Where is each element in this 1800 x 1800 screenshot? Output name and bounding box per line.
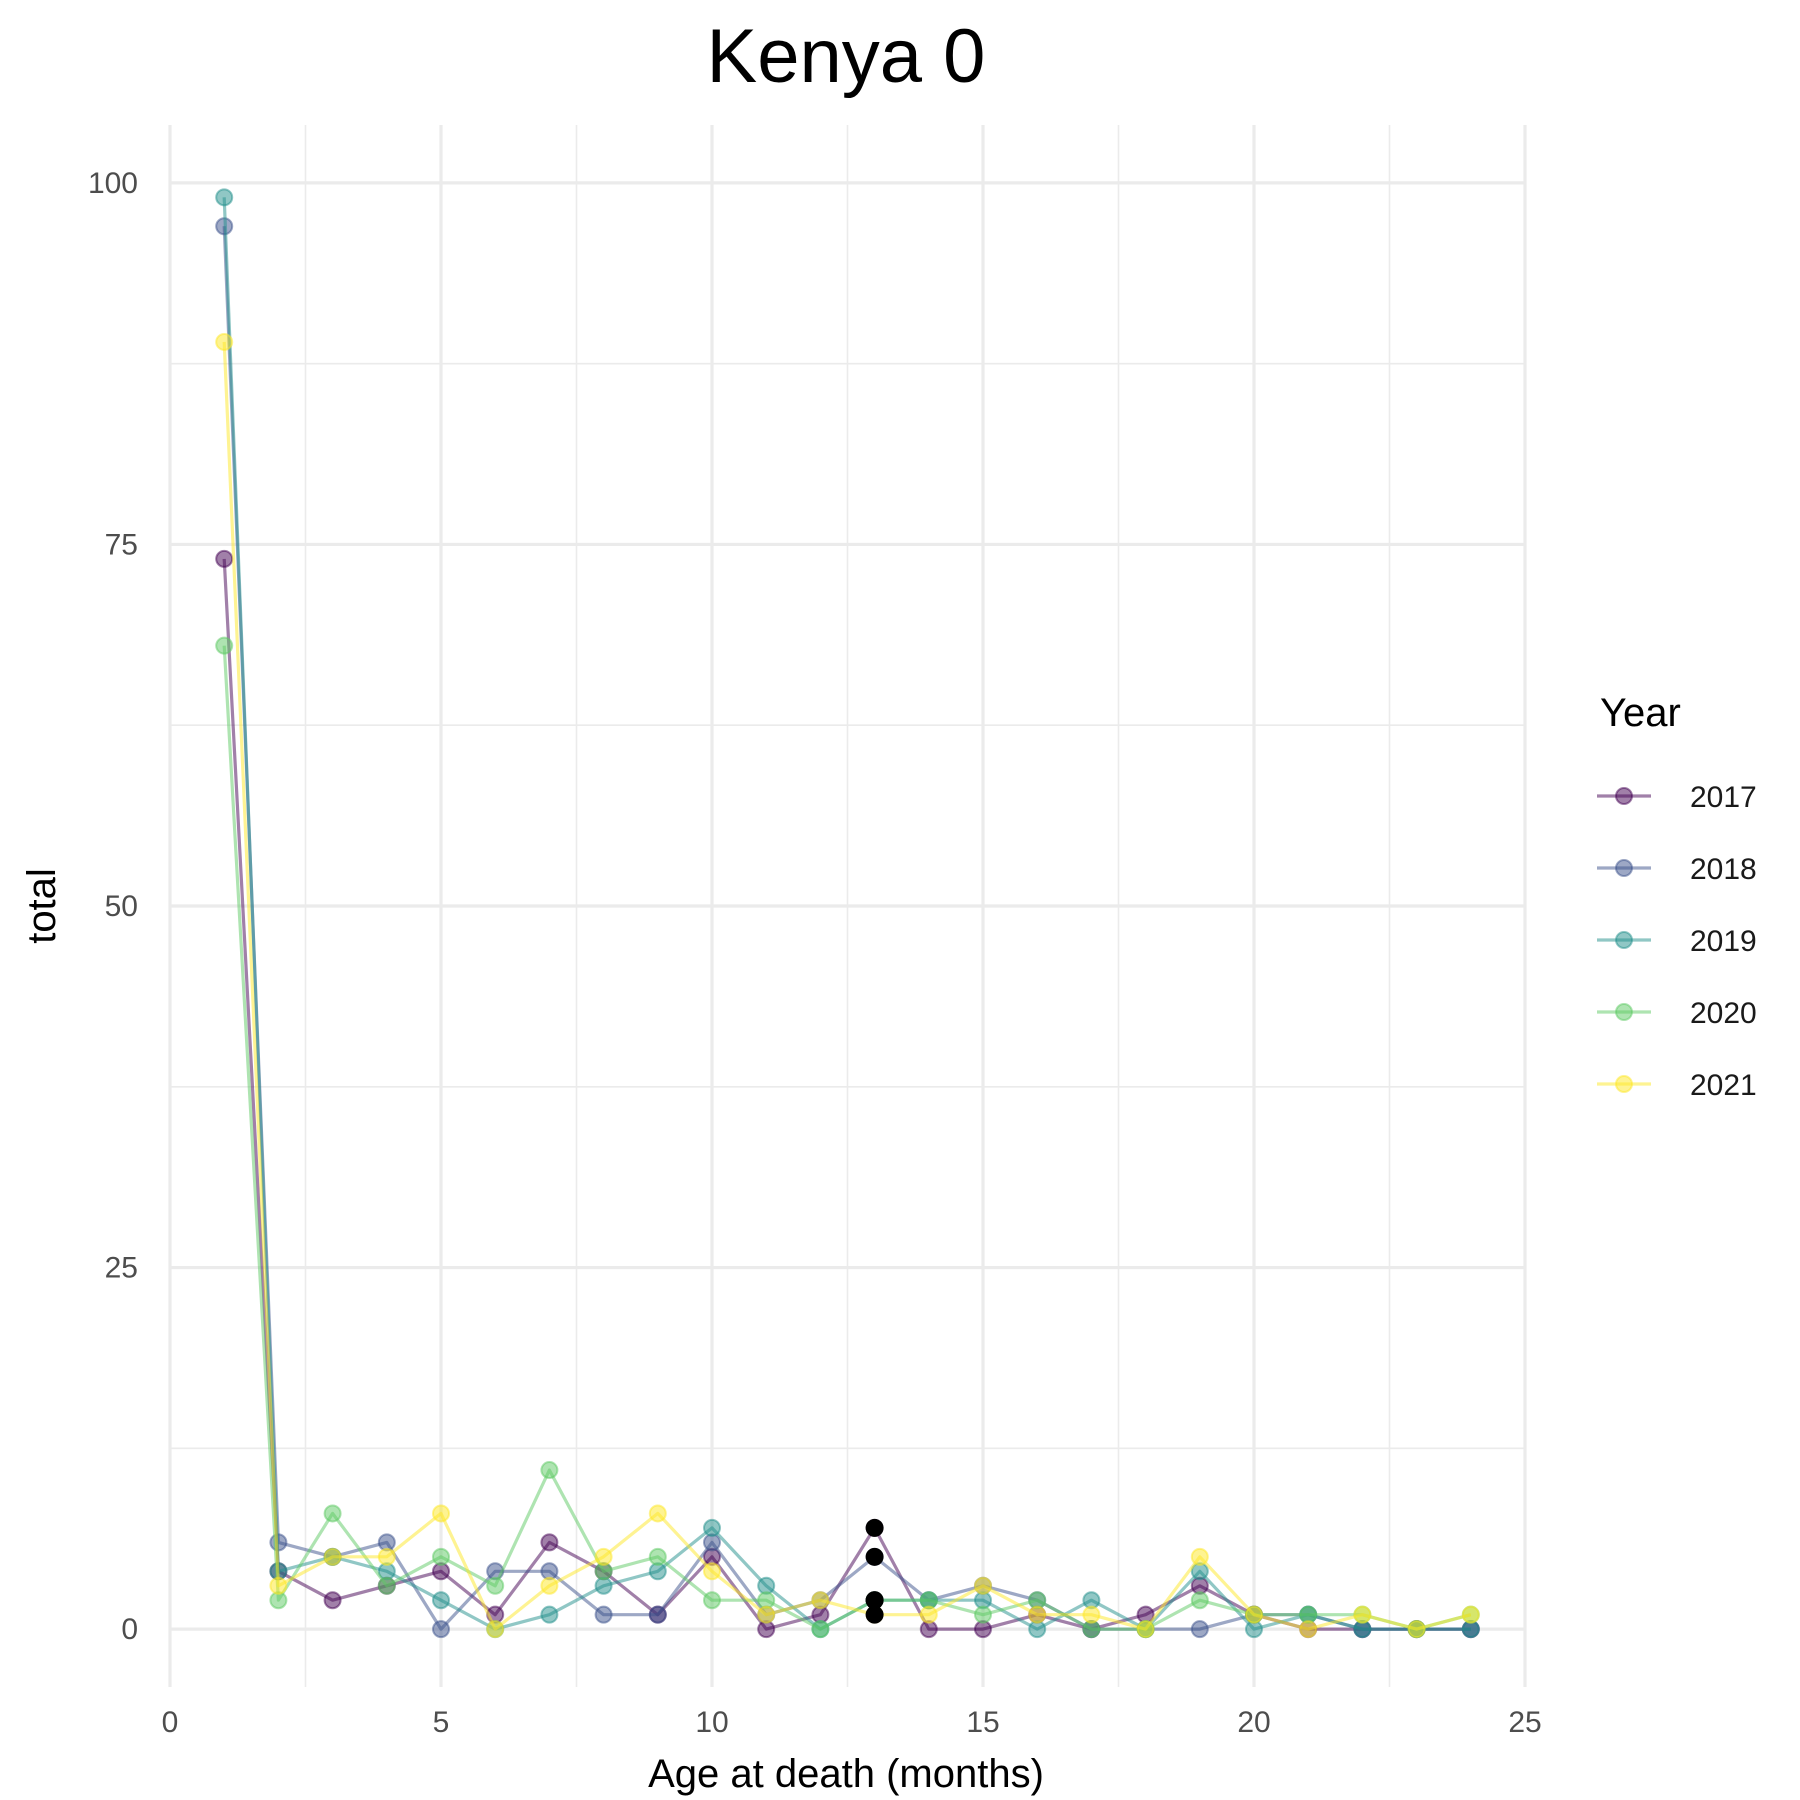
legend-item-2019: 2019 [1597,925,1757,958]
data-point [1190,1547,1209,1566]
series-line-2020 [222,645,1472,1631]
data-point [594,1547,613,1566]
data-point [540,1576,559,1595]
legend-key-point [1615,787,1633,805]
legend-label: 2019 [1690,925,1757,958]
data-point [648,1605,667,1624]
data-point [432,1547,450,1566]
data-point [1299,1620,1318,1639]
data-point [703,1562,721,1581]
data-point [757,1605,776,1624]
data-point [377,1576,396,1595]
data-point [1136,1620,1155,1639]
data-point [215,188,234,207]
data-point [486,1620,505,1639]
highlight-point [865,1605,884,1624]
highlight-points [865,1518,884,1624]
x-tick-label: 5 [433,1706,450,1739]
data-point [486,1576,505,1595]
data-point [703,1591,721,1610]
data-point [648,1547,667,1566]
series-line-2021 [222,341,1472,1631]
legend: Year 2017 2018 2019 2020 2021 [1597,691,1757,1102]
data-point [1461,1605,1480,1624]
series-layer [215,188,1480,1639]
series-2021 [215,332,1480,1639]
legend-key-point [1615,1003,1633,1021]
data-point [1190,1591,1209,1610]
data-point [323,1504,342,1523]
data-point [432,1591,450,1610]
data-point [648,1504,667,1523]
legend-item-2017: 2017 [1597,781,1757,814]
data-point [323,1547,342,1566]
highlight-point [865,1518,884,1537]
legend-key-point [1615,1075,1633,1093]
data-point [323,1591,342,1610]
data-point [703,1518,721,1537]
data-point [1353,1605,1372,1624]
data-point [1190,1620,1209,1639]
x-tick-label: 15 [966,1706,999,1739]
legend-item-2018: 2018 [1597,853,1757,886]
y-tick-label: 75 [105,528,138,561]
legend-label: 2018 [1690,853,1757,886]
x-tick-label: 0 [162,1706,179,1739]
x-axis-title: Age at death (months) [648,1752,1044,1796]
data-point [811,1591,830,1610]
legend-key-point [1615,931,1633,949]
y-tick-label: 25 [105,1252,138,1285]
y-axis-title: total [20,868,64,944]
data-point [594,1605,613,1624]
data-point [1407,1620,1426,1639]
highlight-point [865,1547,884,1566]
y-tick-label: 100 [88,167,138,200]
legend-item-2020: 2020 [1597,997,1757,1030]
data-point [974,1576,992,1595]
legend-label: 2020 [1690,997,1757,1030]
data-point [919,1605,938,1624]
data-point [1245,1605,1263,1624]
x-axis-ticks: 0 5 10 15 20 25 [162,1706,1542,1739]
data-point [540,1605,559,1624]
highlight-point [865,1591,884,1610]
data-point [432,1504,450,1523]
legend-label: 2017 [1690,781,1757,814]
data-point [974,1605,992,1624]
y-axis-ticks: 0 25 50 75 100 [88,167,138,1646]
x-tick-label: 10 [695,1706,728,1739]
data-point [432,1620,450,1639]
data-point [540,1461,559,1480]
data-point [377,1547,396,1566]
data-point [215,549,234,568]
data-point [269,1576,288,1595]
data-point [540,1533,559,1552]
chart-title: Kenya 0 [707,14,986,99]
data-point [1082,1605,1101,1624]
x-tick-label: 25 [1508,1706,1541,1739]
legend-item-2021: 2021 [1597,1069,1757,1102]
legend-title: Year [1600,691,1681,735]
y-tick-label: 0 [121,1613,138,1646]
data-point [811,1620,830,1639]
legend-label: 2021 [1690,1069,1757,1102]
grid [168,125,1527,1687]
data-point [215,332,234,351]
data-point [1028,1605,1047,1624]
x-tick-label: 20 [1237,1706,1270,1739]
data-point [215,636,234,655]
y-tick-label: 50 [105,890,138,923]
legend-key-point [1615,859,1633,877]
